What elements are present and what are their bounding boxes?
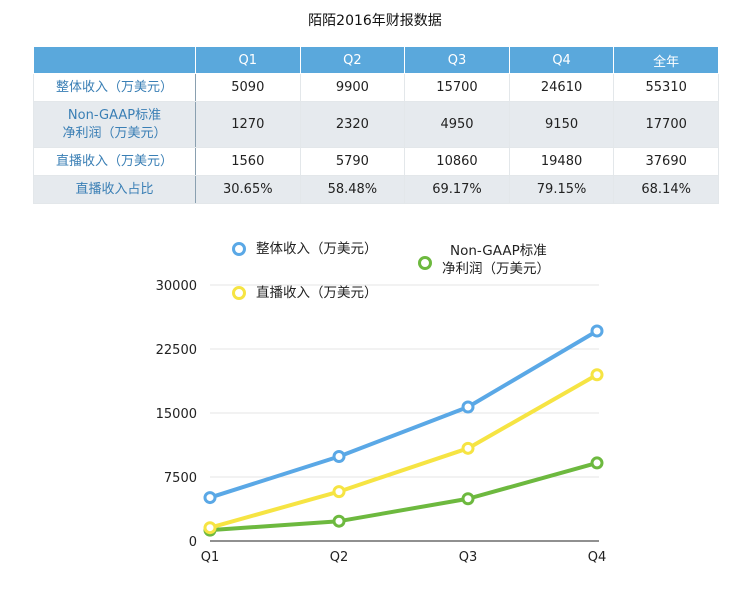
- data-point: [203, 491, 217, 505]
- legend-item-net-profit: Non-GAAP标准 净利润（万美元）: [418, 242, 550, 278]
- series-line: [208, 328, 599, 500]
- table-cell: 37690: [613, 147, 719, 176]
- legend-marker-icon: [232, 286, 246, 300]
- table-cell: 17700: [613, 101, 719, 148]
- table-cell: 24610: [508, 73, 615, 102]
- y-tick-label: 15000: [156, 407, 197, 422]
- table-header-q2: Q2: [299, 46, 406, 74]
- table-cell: 55310: [613, 73, 719, 102]
- table-cell: 19480: [508, 147, 615, 176]
- table-cell: 2320: [299, 101, 406, 148]
- row-label: 整体收入（万美元）: [33, 73, 196, 102]
- line-chart: 0 7500 15000 22500 30000 Q1 Q2 Q3 Q4: [156, 279, 607, 565]
- table-cell: 9150: [508, 101, 615, 148]
- legend-item-live-revenue: 直播收入（万美元）: [232, 284, 378, 302]
- table-header-q3: Q3: [404, 46, 510, 74]
- legend-marker-icon: [232, 242, 246, 256]
- y-tick-label: 7500: [164, 471, 197, 486]
- table-row-total-revenue: 整体收入（万美元） 5090 9900 15700 24610 55310: [33, 73, 719, 102]
- page-title: 陌陌2016年财报数据: [308, 13, 442, 29]
- table-cell: 15700: [404, 73, 510, 102]
- table-header-q4: Q4: [508, 46, 615, 74]
- data-point: [461, 492, 475, 506]
- legend-item-total-revenue: 整体收入（万美元）: [232, 240, 378, 258]
- table-row-live-share: 直播收入占比 30.65% 58.48% 69.17% 79.15% 68.14…: [33, 175, 719, 204]
- data-point: [203, 521, 217, 535]
- data-point: [332, 450, 346, 464]
- table-cell: 5790: [299, 147, 406, 176]
- y-tick-label: 22500: [156, 343, 197, 358]
- legend-label: Non-GAAP标准 净利润（万美元）: [442, 242, 550, 278]
- data-point: [590, 456, 604, 470]
- table-cell: 79.15%: [508, 175, 615, 204]
- row-label: 直播收入（万美元）: [33, 147, 196, 176]
- data-point: [590, 324, 604, 338]
- row-label: 直播收入占比: [33, 175, 196, 204]
- series-line: [208, 372, 599, 530]
- y-tick-label: 30000: [156, 279, 197, 294]
- table-row-net-profit: Non-GAAP标准 净利润（万美元） 1270 2320 4950 9150 …: [33, 101, 719, 148]
- table-cell: 10860: [404, 147, 510, 176]
- table-cell: 4950: [404, 101, 510, 148]
- row-label: Non-GAAP标准 净利润（万美元）: [33, 101, 196, 148]
- x-tick-label: Q2: [330, 550, 349, 565]
- table-cell: 30.65%: [195, 175, 301, 204]
- table-cell: 68.14%: [613, 175, 719, 204]
- row-label-line: 净利润（万美元）: [62, 125, 167, 141]
- table-header-corner: [33, 46, 196, 74]
- legend-label: 直播收入（万美元）: [256, 285, 378, 301]
- row-label-line: Non-GAAP标准: [67, 107, 162, 123]
- data-point: [332, 485, 346, 499]
- table-cell: 58.48%: [299, 175, 406, 204]
- table-cell: 1560: [195, 147, 301, 176]
- y-tick-label: 0: [189, 535, 197, 550]
- data-point: [461, 441, 475, 455]
- legend-label-line: Non-GAAP标准: [450, 243, 547, 259]
- series-line: [208, 460, 599, 533]
- legend-marker-icon: [418, 256, 432, 270]
- financial-table: Q1 Q2 Q3 Q4 全年 整体收入（万美元） 5090 9900 15700…: [33, 46, 719, 204]
- x-tick-label: Q1: [201, 550, 220, 565]
- table-header-q1: Q1: [195, 46, 301, 74]
- data-point: [461, 400, 475, 414]
- table-cell: 1270: [195, 101, 301, 148]
- legend-label-line: 净利润（万美元）: [442, 261, 550, 277]
- table-header-row: Q1 Q2 Q3 Q4 全年: [33, 46, 719, 74]
- legend-label: 整体收入（万美元）: [256, 241, 378, 257]
- table-cell: 9900: [299, 73, 406, 102]
- data-point: [590, 368, 604, 382]
- data-point: [332, 514, 346, 528]
- table-cell: 5090: [195, 73, 301, 102]
- x-tick-label: Q3: [459, 550, 478, 565]
- table-header-full-year: 全年: [613, 46, 719, 74]
- table-cell: 69.17%: [404, 175, 510, 204]
- x-tick-label: Q4: [588, 550, 607, 565]
- table-row-live-revenue: 直播收入（万美元） 1560 5790 10860 19480 37690: [33, 147, 719, 176]
